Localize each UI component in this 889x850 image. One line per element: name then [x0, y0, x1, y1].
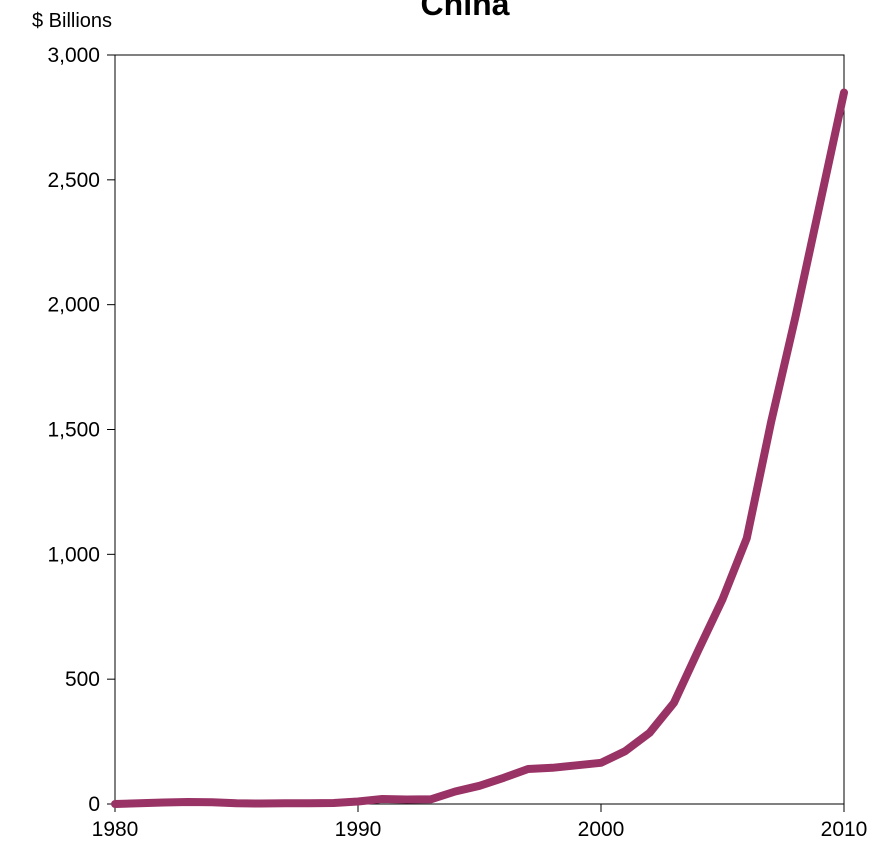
series-line	[111, 88, 848, 808]
x-tick-label: 2010	[821, 818, 868, 841]
x-tick-label: 2000	[578, 818, 625, 841]
y-tick-label: 3,000	[47, 44, 100, 67]
chart-title: China	[421, 0, 510, 22]
plot-frame	[114, 54, 845, 805]
y-tick-label: 1,500	[47, 419, 100, 442]
y-tick-label: 1,000	[47, 543, 100, 566]
y-axis: 0 500 1,000 1,500 2,000 2,500 3,000	[47, 44, 115, 816]
y-tick-label: 0	[88, 793, 100, 816]
y-tick-label: 2,500	[47, 169, 100, 192]
x-axis: 1980 1990 2000 2010	[92, 804, 868, 841]
y-unit-label: $ Billions	[32, 10, 112, 32]
x-tick-label: 1990	[335, 818, 382, 841]
y-tick-label: 2,000	[47, 294, 100, 317]
y-tick-label: 500	[65, 668, 100, 691]
x-tick-label: 1980	[92, 818, 139, 841]
